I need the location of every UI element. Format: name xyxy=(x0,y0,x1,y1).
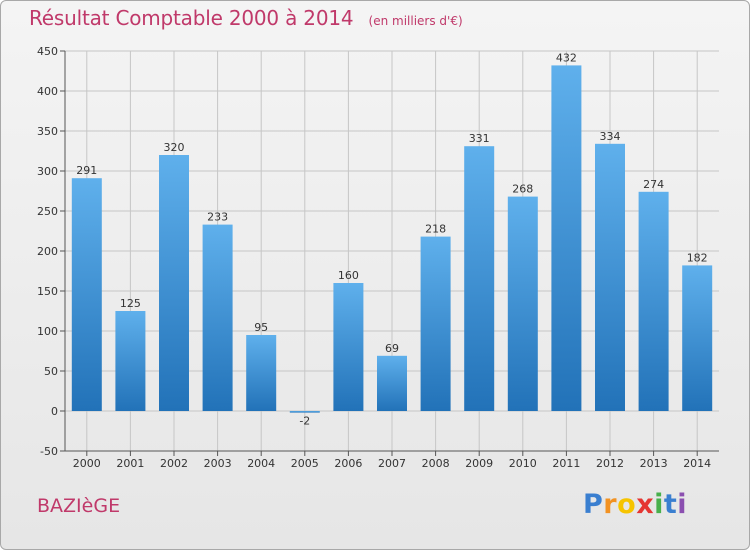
data-label-2005: -2 xyxy=(299,415,310,428)
bar-2005 xyxy=(289,411,320,413)
x-tick-label: 2013 xyxy=(640,457,668,470)
commune-name: BAZIèGE xyxy=(37,495,121,517)
x-tick-label: 2000 xyxy=(73,457,101,470)
chart-title-row: Résultat Comptable 2000 à 2014 (en milli… xyxy=(29,6,463,30)
bar-2012 xyxy=(595,143,625,412)
logo-letter: x xyxy=(636,489,655,520)
x-tick-label: 2009 xyxy=(465,457,493,470)
axes: -50 0 50 100 150 200 250 300 350 400 450 2000 2001 20… xyxy=(37,45,719,470)
chart-title: Résultat Comptable 2000 à 2014 xyxy=(29,6,354,30)
bar-2013 xyxy=(638,191,669,411)
bar-2009 xyxy=(464,146,495,411)
data-label-2011: 432 xyxy=(556,51,577,64)
data-label-2013: 274 xyxy=(643,178,664,191)
bar-2003 xyxy=(202,224,233,411)
bar-2000 xyxy=(71,178,102,411)
data-label-2003: 233 xyxy=(207,211,228,224)
y-tick-label: 200 xyxy=(37,245,58,258)
y-tick-label: 400 xyxy=(37,85,58,98)
data-label-2014: 182 xyxy=(687,251,708,264)
logo-letter: i xyxy=(677,489,688,520)
bar-2010 xyxy=(507,196,538,411)
logo-letter: t xyxy=(663,489,678,520)
x-tick-label: 2006 xyxy=(334,457,362,470)
data-label-2008: 218 xyxy=(425,223,446,236)
bar-2001 xyxy=(115,311,146,411)
bar-2014 xyxy=(682,265,713,411)
x-tick-label: 2005 xyxy=(291,457,319,470)
x-tick-label: 2004 xyxy=(247,457,275,470)
x-tick-label: 2001 xyxy=(116,457,144,470)
y-tick-label: 50 xyxy=(44,365,58,378)
y-tick-label: 0 xyxy=(51,405,58,418)
x-tick-label: 2008 xyxy=(422,457,450,470)
logo-letter: r xyxy=(603,489,618,520)
data-label-2001: 125 xyxy=(120,297,141,310)
bar-2011 xyxy=(551,65,582,412)
y-tick-label: -50 xyxy=(40,445,58,458)
data-label-2009: 331 xyxy=(469,132,490,145)
bar-2006 xyxy=(333,283,364,411)
logo-letter: o xyxy=(617,489,637,520)
bar-2007 xyxy=(377,355,407,411)
x-tick-label: 2003 xyxy=(204,457,232,470)
x-tick-label: 2002 xyxy=(160,457,188,470)
logo-letter: P xyxy=(583,489,604,520)
data-label-2002: 320 xyxy=(164,141,185,154)
y-tick-label: 450 xyxy=(37,45,58,58)
chart-subtitle: (en milliers d'€) xyxy=(368,14,463,28)
x-tick-label: 2014 xyxy=(683,457,711,470)
x-tick-label: 2012 xyxy=(596,457,624,470)
data-label-2012: 334 xyxy=(600,130,621,143)
x-tick-label: 2007 xyxy=(378,457,406,470)
bar-2002 xyxy=(159,155,189,411)
data-label-2010: 268 xyxy=(512,183,533,196)
bars xyxy=(71,65,713,413)
y-tick-label: 100 xyxy=(37,325,58,338)
y-tick-label: 150 xyxy=(37,285,58,298)
x-tick-label: 2011 xyxy=(552,457,580,470)
data-label-2004: 95 xyxy=(254,321,268,334)
bar-2008 xyxy=(420,236,451,411)
logo-letter: i xyxy=(654,489,664,520)
bar-2004 xyxy=(246,335,277,411)
data-label-2006: 160 xyxy=(338,269,359,282)
proxiti-logo: Proxiti xyxy=(583,489,687,520)
y-tick-label: 250 xyxy=(37,205,58,218)
data-label-2000: 291 xyxy=(76,164,97,177)
data-labels: 291 125 320 233 95 -2 160 69 218 331 268 432 334 274 1… xyxy=(76,51,707,427)
data-label-2007: 69 xyxy=(385,342,399,355)
y-tick-label: 300 xyxy=(37,165,58,178)
x-tick-label: 2010 xyxy=(509,457,537,470)
y-tick-label: 350 xyxy=(37,125,58,138)
